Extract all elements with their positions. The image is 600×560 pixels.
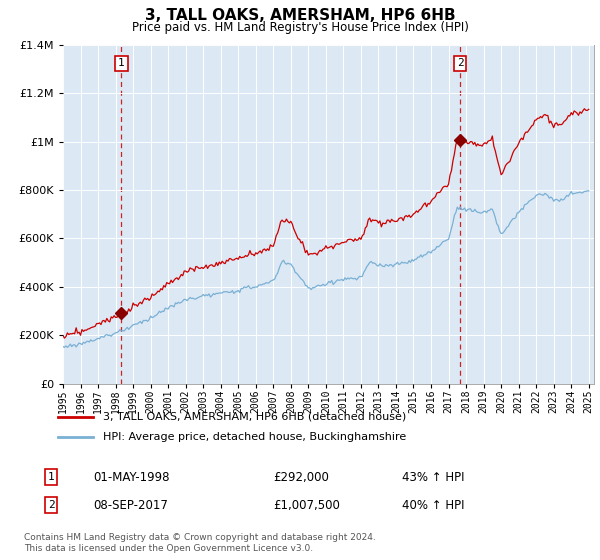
Text: £292,000: £292,000 xyxy=(273,470,329,484)
Text: 3, TALL OAKS, AMERSHAM, HP6 6HB (detached house): 3, TALL OAKS, AMERSHAM, HP6 6HB (detache… xyxy=(103,412,407,422)
Text: £1,007,500: £1,007,500 xyxy=(273,498,340,512)
Text: 01-MAY-1998: 01-MAY-1998 xyxy=(93,470,170,484)
Text: 2: 2 xyxy=(457,58,464,68)
Text: 08-SEP-2017: 08-SEP-2017 xyxy=(93,498,168,512)
Text: 1: 1 xyxy=(118,58,125,68)
Text: 1: 1 xyxy=(47,472,55,482)
Text: 2: 2 xyxy=(47,500,55,510)
Text: 3, TALL OAKS, AMERSHAM, HP6 6HB: 3, TALL OAKS, AMERSHAM, HP6 6HB xyxy=(145,8,455,24)
Text: Price paid vs. HM Land Registry's House Price Index (HPI): Price paid vs. HM Land Registry's House … xyxy=(131,21,469,34)
Text: HPI: Average price, detached house, Buckinghamshire: HPI: Average price, detached house, Buck… xyxy=(103,432,407,442)
Text: 43% ↑ HPI: 43% ↑ HPI xyxy=(402,470,464,484)
Text: Contains HM Land Registry data © Crown copyright and database right 2024.
This d: Contains HM Land Registry data © Crown c… xyxy=(24,533,376,553)
Text: 40% ↑ HPI: 40% ↑ HPI xyxy=(402,498,464,512)
